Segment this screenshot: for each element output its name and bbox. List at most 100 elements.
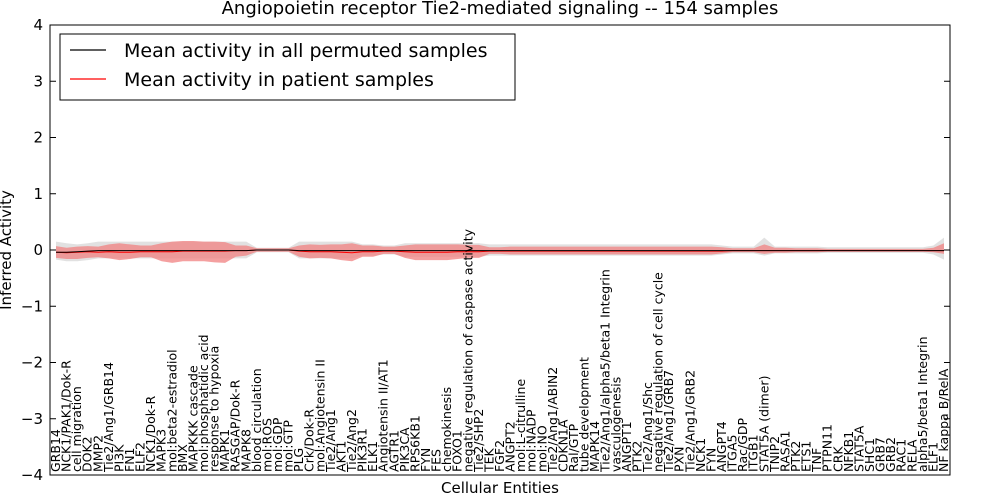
lines-layer (55, 249, 944, 254)
category-label: Tie2/Ang1/alpha5/beta1 Integrin (598, 269, 613, 473)
category-label: mol:NADP (524, 409, 539, 472)
category-label: cell migration (69, 386, 84, 472)
category-label: MAPK3 (154, 429, 169, 472)
category-label: GRB7 (873, 437, 888, 472)
category-label: ANGPT1 (619, 421, 634, 472)
category-label: STAT5A (851, 425, 866, 472)
category-label: mol:NO (534, 425, 549, 472)
category-label: ITGA5 (725, 435, 740, 473)
category-label: Tie2/Ang1/GRB14 (101, 362, 116, 473)
category-label: RASGAP/Dok-R (228, 379, 243, 472)
y-tick-label: −2 (21, 354, 43, 372)
legend-label-permuted: Mean activity in all permuted samples (124, 40, 487, 62)
permuted-mean-line (56, 249, 944, 253)
category-label: Angiotensin II/AT1 (376, 359, 391, 472)
y-tick-label: −4 (21, 466, 43, 484)
y-tick-label: 2 (33, 129, 43, 147)
category-label: PXN (672, 447, 687, 472)
category-label: mol:beta2-estradiol (164, 349, 179, 472)
category-label: blood circulation (249, 368, 264, 472)
category-label: ANGPT4 (714, 421, 729, 472)
category-label: tube development (577, 357, 592, 472)
category-label: ITGB1 (746, 434, 761, 472)
category-label: FYN (418, 448, 433, 472)
category-label: Crk/Dok-R (302, 409, 317, 472)
category-label: vasculogenesis (608, 377, 623, 472)
category-label: MAPK1 (217, 429, 232, 472)
category-label: NCK1 (693, 438, 708, 472)
category-label: PIK3R1 (355, 428, 370, 472)
category-label: response to hypoxia (207, 346, 222, 472)
category-label: Tie2/Ang1/GRB2 (682, 370, 697, 473)
category-label: TEK (481, 447, 496, 473)
category-label: chemokinesis (439, 387, 454, 472)
category-label: PTK2 (629, 441, 644, 472)
category-label: ELF2 (133, 442, 148, 472)
category-label: FES (429, 449, 444, 472)
category-label: STAT5A (dimer) (756, 376, 771, 472)
category-label: PLG (291, 448, 306, 472)
y-tick-label: 4 (33, 16, 43, 34)
y-tick-label: 3 (33, 72, 43, 90)
category-label: Tie2/Ang1 (323, 409, 338, 473)
category-label: CDKN1A (555, 419, 570, 472)
category-label: PI3K (111, 444, 126, 472)
category-label: ETS1 (799, 441, 814, 472)
y-tick-label: −3 (21, 410, 43, 428)
category-label: ELK1 (365, 441, 380, 472)
category-label: mol:GDP (270, 417, 285, 472)
category-label: SHC1 (862, 438, 877, 472)
category-label: PTK2 (788, 441, 803, 472)
category-label: TNIP2 (767, 436, 782, 473)
category-label: mol:L-citrulline (513, 379, 528, 472)
category-label: mol:phosphatidic acid (196, 334, 211, 472)
y-tick-label: 0 (33, 241, 43, 259)
category-label: mol:ROS (259, 418, 274, 472)
category-label: AKT1 (333, 441, 348, 472)
category-label: GRB14 (48, 429, 63, 472)
category-label: FYN (703, 448, 718, 472)
category-label: Tie2/SHP2 (471, 409, 486, 473)
category-label: mol:GTP (281, 420, 296, 472)
category-label: FOXO1 (450, 430, 465, 472)
x-axis-label: Cellular Entities (441, 479, 559, 497)
category-label: NCK1/Dok-R (143, 395, 158, 471)
category-label: ELF1 (925, 442, 940, 472)
category-label: alpha5/beta1 Integrin (915, 336, 930, 472)
category-label: PIK3CA (397, 427, 412, 472)
category-label: FN1 (122, 448, 137, 473)
category-label: TNF (809, 448, 824, 473)
y-ticks: −4 −3 −2 −1 0 1 2 3 4 (21, 16, 950, 484)
legend: Mean activity in all permuted samples Me… (59, 33, 516, 101)
category-label: PTPN11 (820, 424, 835, 472)
category-label: negative regulation of caspase activity (460, 228, 475, 472)
category-label: Tie2/Ang1/ABIN2 (545, 367, 560, 473)
category-label: RASA1 (777, 431, 792, 472)
category-label: GRB2 (883, 437, 898, 472)
category-label: Tie2/Ang2 (344, 409, 359, 473)
category-label: RAC1 (894, 439, 909, 472)
y-axis-label: Inferred Activity (0, 190, 15, 310)
legend-label-patient: Mean activity in patient samples (124, 69, 434, 91)
bands-layer (56, 237, 944, 263)
category-label: MAPK8 (238, 429, 253, 472)
category-label: ANGPT2 (503, 421, 518, 472)
category-label: Rac/GDP (735, 417, 750, 471)
category-label: NFKB1 (841, 431, 856, 472)
category-label: FGF2 (492, 440, 507, 472)
chart-title: Angiopoietin receptor Tie2-mediated sign… (222, 0, 779, 19)
category-label: NCK1/PAK1/Dok-R (59, 360, 74, 472)
category-label: DOK2 (80, 436, 95, 472)
category-label: BMX (175, 444, 190, 472)
category-label: MAPK14 (587, 421, 602, 472)
category-label: Tie2/Ang1/GRB7 (661, 370, 676, 473)
y-tick-label: 1 (33, 185, 43, 203)
legend-box (59, 33, 516, 101)
patient-samples-band (56, 241, 944, 263)
plot-frame (49, 24, 951, 476)
category-label: mol:Angiotensin II (312, 359, 327, 472)
category-label: AGTR1 (386, 430, 401, 472)
y-tick-label: −1 (21, 297, 43, 315)
category-label: Tie2/Ang1/Shc (640, 382, 655, 473)
